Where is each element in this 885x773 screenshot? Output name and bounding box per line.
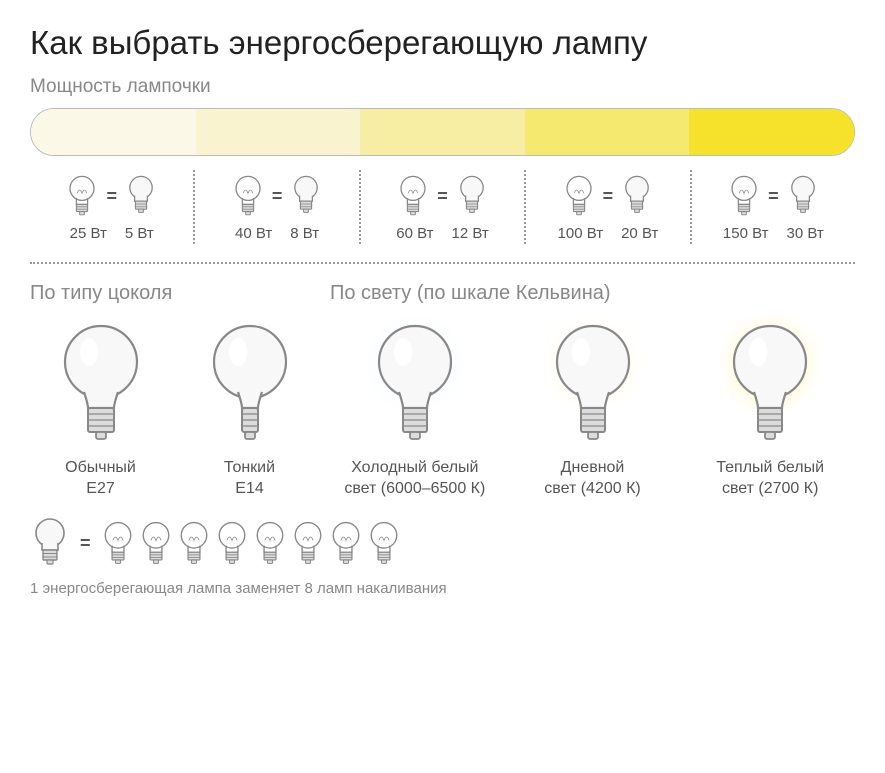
- kelvin-card: Холодный белыйсвет (6000–6500 К): [330, 319, 500, 500]
- incandescent-bulb-icon: [139, 520, 173, 568]
- eco-bulb-icon: [290, 174, 322, 219]
- power-gradient-bar: [30, 108, 855, 156]
- equals-sign: =: [272, 186, 283, 207]
- incandescent-watt: 40 Вт: [235, 225, 272, 242]
- power-pair-cell: = 60 Вт 12 Вт: [359, 170, 524, 244]
- power-segment: [360, 109, 525, 155]
- eco-watt: 5 Вт: [125, 225, 154, 242]
- eco-watt: 12 Вт: [452, 225, 489, 242]
- equals-sign: =: [80, 533, 91, 554]
- section-divider: [30, 262, 855, 264]
- eco-watt: 8 Вт: [290, 225, 319, 242]
- incandescent-bulb-icon: [253, 520, 287, 568]
- power-comparison-row: = 25 Вт 5 Вт = 40 Вт: [30, 170, 855, 244]
- socket-card: ТонкийE14: [179, 319, 320, 500]
- eco-bulb-icon: [125, 174, 157, 219]
- incandescent-watt: 100 Вт: [558, 225, 604, 242]
- eco-bulb-icon: [621, 174, 653, 219]
- big-bulb-icon: [710, 314, 830, 454]
- kelvin-name: Холодный белыйсвет (6000–6500 К): [330, 457, 500, 500]
- incandescent-bulb-icon: [232, 174, 264, 219]
- incandescent-bulb-icon: [215, 520, 249, 568]
- big-bulb-icon: [533, 314, 653, 454]
- kelvin-name: Дневнойсвет (4200 К): [508, 457, 678, 500]
- eco-bulb-icon: [456, 174, 488, 219]
- incandescent-bulb-icon: [101, 520, 135, 568]
- equals-sign: =: [603, 186, 614, 207]
- power-pair-cell: = 150 Вт 30 Вт: [690, 170, 855, 244]
- power-pair-cell: = 100 Вт 20 Вт: [524, 170, 689, 244]
- power-segment: [196, 109, 361, 155]
- power-pair-cell: = 25 Вт 5 Вт: [30, 170, 193, 244]
- incandescent-bulb-group: [101, 520, 401, 568]
- incandescent-bulb-icon: [728, 174, 760, 219]
- power-pair-cell: = 40 Вт 8 Вт: [193, 170, 358, 244]
- equals-sign: =: [768, 186, 779, 207]
- power-subtitle: Мощность лампочки: [30, 76, 855, 98]
- incandescent-bulb-icon: [66, 174, 98, 219]
- equals-sign: =: [106, 186, 117, 207]
- eco-bulb-icon: [787, 174, 819, 219]
- power-segment: [31, 109, 196, 155]
- equivalence-row: =: [30, 516, 855, 572]
- incandescent-bulb-icon: [367, 520, 401, 568]
- incandescent-bulb-icon: [397, 174, 429, 219]
- big-bulb-icon: [355, 314, 475, 454]
- socket-section: По типу цоколя ОбычныйE27 ТонкийE14: [30, 282, 320, 500]
- kelvin-card: Дневнойсвет (4200 К): [508, 319, 678, 500]
- incandescent-watt: 60 Вт: [396, 225, 433, 242]
- kelvin-name: Теплый белыйсвет (2700 К): [685, 457, 855, 500]
- incandescent-watt: 25 Вт: [70, 225, 107, 242]
- socket-name: ОбычныйE27: [30, 457, 171, 500]
- page-title: Как выбрать энергосберегающую лампу: [30, 24, 855, 62]
- socket-card: ОбычныйE27: [30, 319, 171, 500]
- socket-section-label: По типу цоколя: [30, 282, 320, 305]
- incandescent-watt: 150 Вт: [723, 225, 769, 242]
- big-bulb-icon: [41, 314, 161, 454]
- incandescent-bulb-icon: [291, 520, 325, 568]
- eco-bulb-icon: [30, 516, 70, 572]
- kelvin-section-label: По свету (по шкале Кельвина): [330, 282, 855, 305]
- incandescent-bulb-icon: [329, 520, 363, 568]
- equals-sign: =: [437, 186, 448, 207]
- eco-watt: 30 Вт: [787, 225, 824, 242]
- power-segment: [525, 109, 690, 155]
- type-section-row: По типу цоколя ОбычныйE27 ТонкийE14 По с…: [30, 282, 855, 500]
- incandescent-bulb-icon: [177, 520, 211, 568]
- big-bulb-icon: [190, 314, 310, 454]
- eco-watt: 20 Вт: [621, 225, 658, 242]
- socket-name: ТонкийE14: [179, 457, 320, 500]
- incandescent-bulb-icon: [563, 174, 595, 219]
- kelvin-card: Теплый белыйсвет (2700 К): [685, 319, 855, 500]
- equivalence-footnote: 1 энергосберегающая лампа заменяет 8 лам…: [30, 580, 855, 597]
- kelvin-section: По свету (по шкале Кельвина) Холодный бе…: [330, 282, 855, 500]
- power-segment: [689, 109, 854, 155]
